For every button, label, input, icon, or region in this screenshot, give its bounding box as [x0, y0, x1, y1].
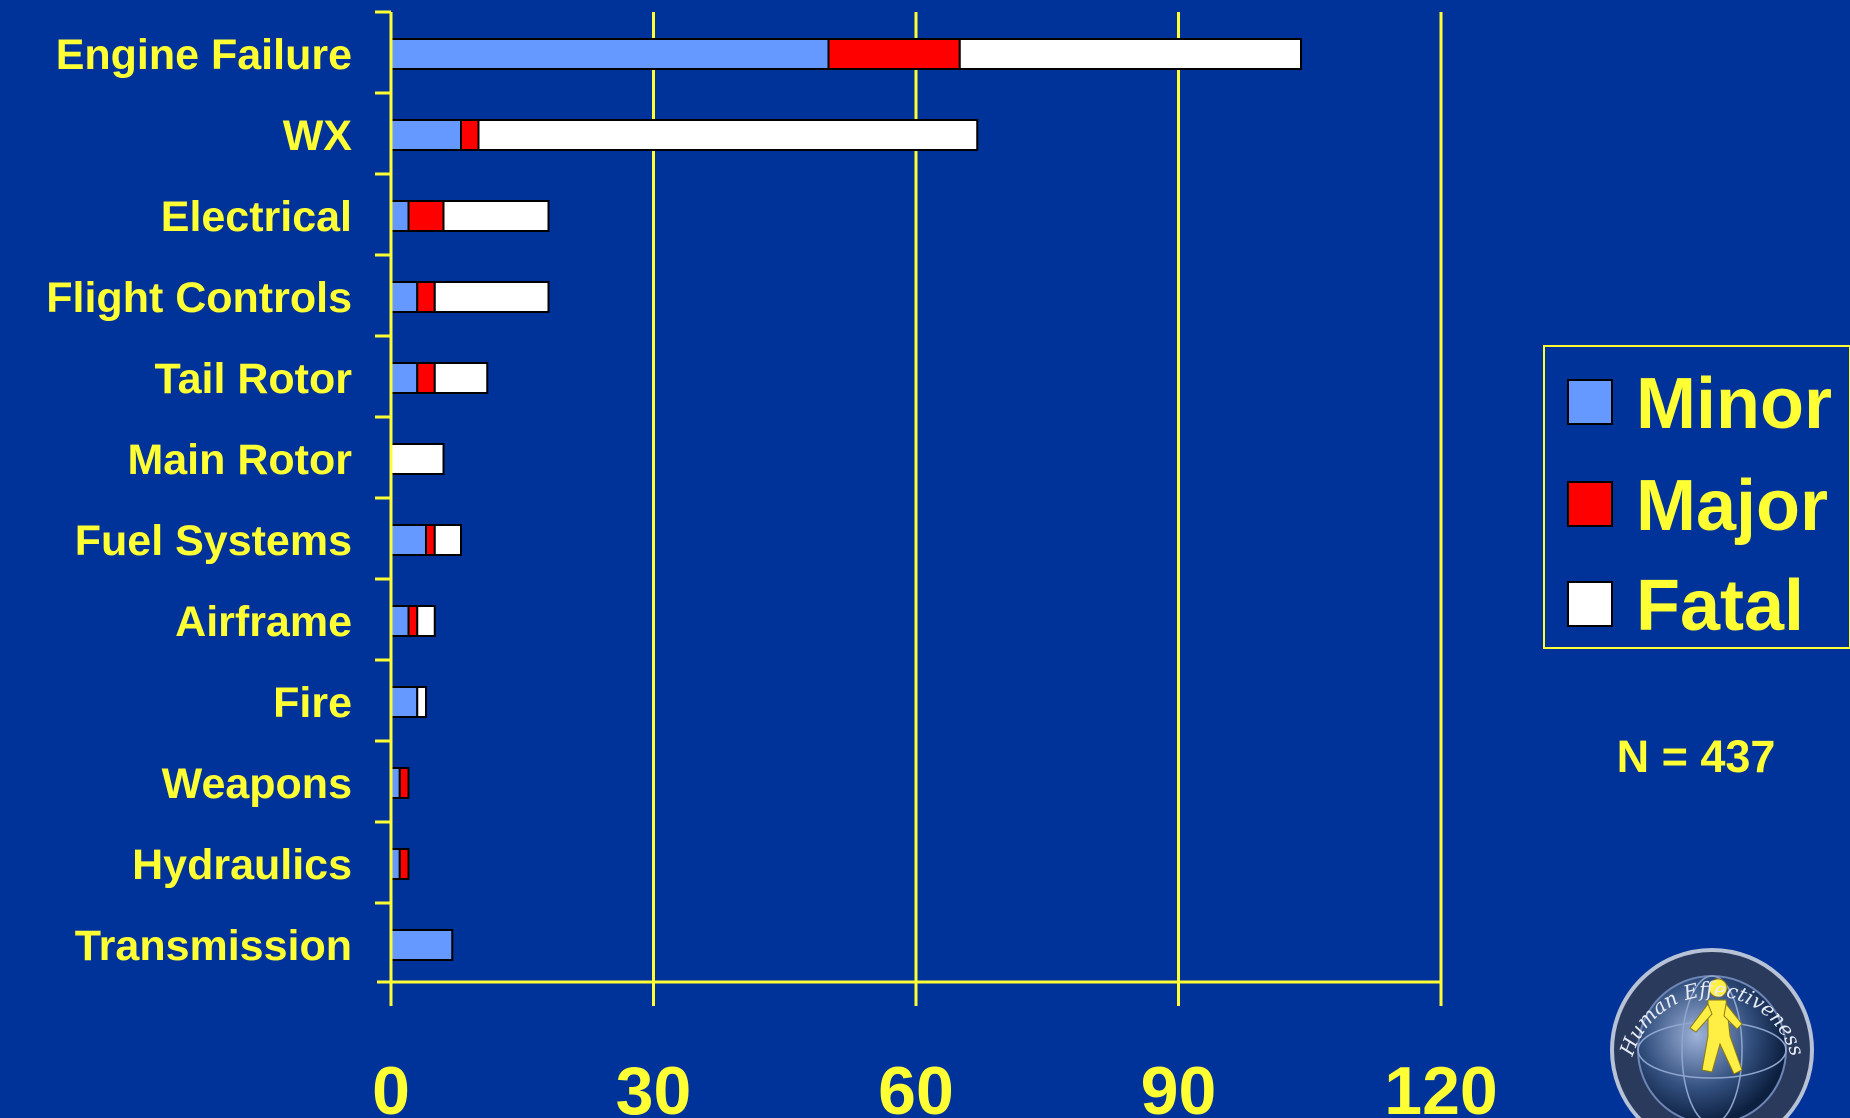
x-tick-label-60: 60	[878, 1053, 954, 1118]
category-label-main-rotor: Main Rotor	[127, 436, 352, 484]
legend-swatch-major	[1567, 481, 1613, 527]
legend: Minor Major Fatal	[1543, 345, 1850, 649]
human-effectiveness-seal: Human Effectiveness	[1610, 948, 1814, 1118]
bar-airframe-minor	[390, 605, 410, 637]
legend-label-fatal: Fatal	[1636, 566, 1804, 646]
bar-tail-rotor-fatal	[433, 362, 489, 394]
category-label-wx: WX	[283, 112, 353, 160]
bar-airframe-fatal	[416, 605, 436, 637]
bar-fire-minor	[390, 686, 419, 718]
legend-swatch-fatal	[1567, 581, 1613, 627]
bar-fuel-systems-major	[425, 524, 436, 556]
legend-label-minor: Minor	[1636, 364, 1832, 444]
bar-engine-failure-major	[827, 38, 961, 70]
bar-weapons-major	[398, 767, 410, 799]
bar-flight-controls-major	[416, 281, 436, 313]
bar-tail-rotor-minor	[390, 362, 419, 394]
category-label-tail-rotor: Tail Rotor	[155, 355, 353, 403]
bar-tail-rotor-major	[416, 362, 436, 394]
category-label-airframe: Airframe	[175, 598, 352, 646]
category-label-weapons: Weapons	[162, 760, 352, 808]
category-label-transmission: Transmission	[75, 922, 352, 970]
bar-fire-fatal	[416, 686, 427, 718]
bar-engine-failure-minor	[390, 38, 830, 70]
legend-label-major: Major	[1636, 466, 1828, 546]
sample-size-note: N = 437	[1617, 731, 1776, 782]
bar-wx-fatal	[477, 119, 979, 151]
category-label-flight-controls: Flight Controls	[46, 274, 352, 322]
bar-hydraulics-major	[398, 848, 410, 880]
category-label-engine-failure: Engine Failure	[56, 31, 352, 79]
bar-fuel-systems-fatal	[433, 524, 462, 556]
bar-wx-major	[460, 119, 480, 151]
grid-lines	[389, 12, 1443, 1006]
x-tick-label-0: 0	[372, 1053, 410, 1118]
legend-swatch-minor	[1567, 379, 1613, 425]
bar-flight-controls-minor	[390, 281, 419, 313]
tick-labels: 0 30 60 90 120	[372, 1053, 1498, 1118]
x-tick-label-90: 90	[1141, 1053, 1217, 1118]
category-label-electrical: Electrical	[161, 193, 352, 241]
legend-box	[1543, 345, 1850, 649]
x-tick-label-30: 30	[616, 1053, 692, 1118]
bar-wx-minor	[390, 119, 462, 151]
bar-flight-controls-fatal	[433, 281, 550, 313]
category-label-hydraulics: Hydraulics	[132, 841, 352, 889]
bar-electrical-fatal	[442, 200, 550, 232]
bar-transmission-minor	[390, 929, 454, 961]
bar-fuel-systems-minor	[390, 524, 427, 556]
bar-electrical-major	[407, 200, 445, 232]
category-label-fuel-systems: Fuel Systems	[75, 517, 352, 565]
category-label-fire: Fire	[273, 679, 352, 727]
axes	[375, 10, 1441, 1006]
category-labels: Engine Failure WX Electrical Flight Control…	[46, 31, 352, 970]
bar-engine-failure-fatal	[958, 38, 1302, 70]
walking-figure-icon	[1689, 978, 1743, 1075]
bar-electrical-minor	[390, 200, 410, 232]
bar-airframe-major	[407, 605, 419, 637]
bar-main-rotor-fatal	[390, 443, 445, 475]
bars	[390, 38, 1302, 961]
x-tick-label-120: 120	[1384, 1053, 1497, 1118]
